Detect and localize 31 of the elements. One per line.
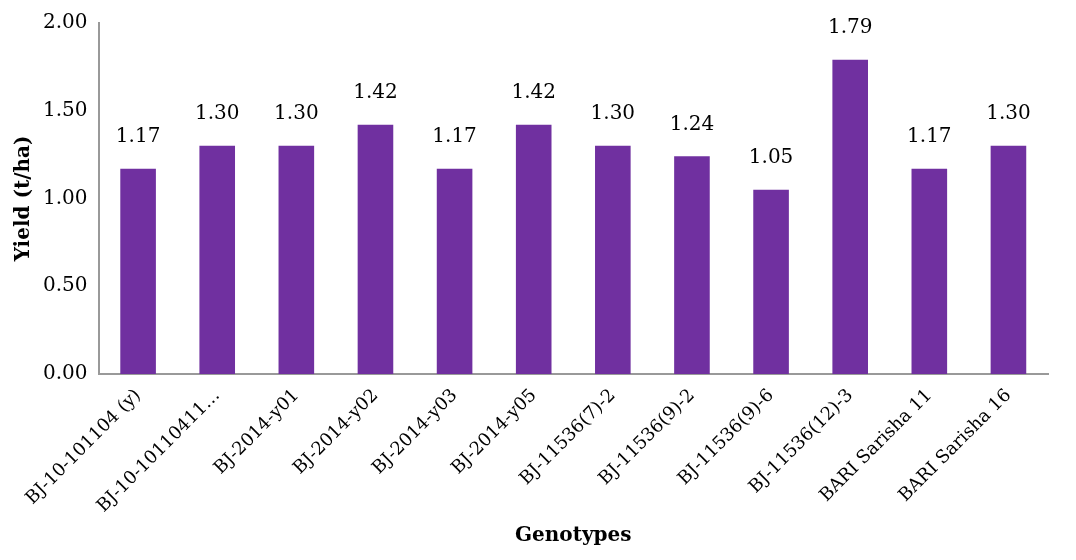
bar [595, 145, 631, 374]
y-axis-title: Yield (t/ha) [10, 135, 35, 263]
x-axis-title: Genotypes [515, 522, 632, 547]
data-label: 1.42 [511, 78, 556, 103]
data-label: 1.30 [274, 100, 319, 125]
y-tick-label: 0.00 [43, 360, 88, 385]
data-label: 1.24 [669, 110, 715, 135]
bar [120, 168, 156, 374]
bar [674, 156, 710, 374]
data-label: 1.17 [907, 122, 952, 147]
bar [278, 145, 315, 374]
bar [199, 145, 236, 374]
y-tick-label: 2.00 [43, 9, 88, 34]
data-label: 1.17 [432, 122, 477, 147]
bar [515, 124, 552, 374]
y-tick-label: 1.50 [43, 96, 88, 121]
data-label: 1.79 [827, 14, 873, 39]
y-tick-label: 0.50 [43, 272, 88, 297]
y-tick-label: 1.00 [43, 184, 88, 209]
bar [990, 145, 1027, 374]
bar [832, 59, 868, 374]
data-label: 1.17 [115, 122, 161, 147]
data-label: 1.30 [986, 100, 1031, 125]
bar [357, 124, 394, 374]
data-label: 1.30 [194, 100, 240, 125]
data-label: 1.05 [748, 143, 794, 168]
bar [753, 189, 789, 374]
data-label: 1.30 [590, 100, 636, 125]
bar [436, 168, 473, 374]
data-label: 1.42 [353, 78, 398, 103]
bar [911, 168, 948, 374]
